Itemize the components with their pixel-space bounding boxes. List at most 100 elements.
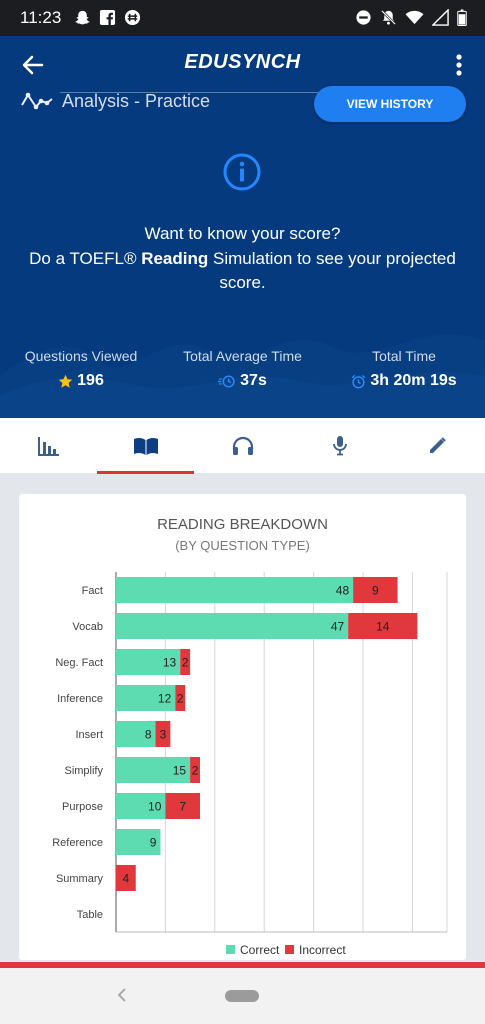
info-icon <box>223 153 261 191</box>
data-label-correct: 48 <box>336 584 350 598</box>
bar-incorrect <box>353 577 398 603</box>
tab-analytics[interactable] <box>0 418 97 473</box>
data-label-incorrect: 2 <box>192 764 199 778</box>
hero-header: EDUSYNCH Analysis - Practice VIEW HISTOR… <box>0 36 485 418</box>
app-title: EDUSYNCH <box>184 51 301 73</box>
tab-writing[interactable] <box>388 418 485 473</box>
category-label: Vocab <box>72 621 103 633</box>
category-label: Reference <box>52 837 103 849</box>
section-tabs <box>0 418 485 473</box>
back-arrow-icon[interactable] <box>20 52 46 78</box>
legend-swatch-correct <box>226 945 235 954</box>
bar-incorrect <box>116 865 136 891</box>
star-icon <box>58 374 73 388</box>
data-label-incorrect: 3 <box>160 728 167 742</box>
bar-incorrect <box>175 685 186 711</box>
data-label-incorrect: 9 <box>372 584 379 598</box>
category-label: Summary <box>56 873 104 885</box>
category-label: Neg. Fact <box>55 657 103 669</box>
bar-correct <box>116 685 176 711</box>
stat-label: Total Average Time <box>183 348 302 364</box>
tab-listening[interactable] <box>194 418 291 473</box>
legend-label-incorrect: Incorrect <box>299 943 346 957</box>
chart-title: READING BREAKDOWN <box>157 516 328 533</box>
stat-label: Questions Viewed <box>24 348 138 364</box>
alarm-clock-icon <box>352 374 366 388</box>
promo-line-2: Do a TOEFL® Reading Simulation to see yo… <box>29 248 456 293</box>
bar-correct <box>116 577 354 603</box>
book-icon <box>133 437 158 455</box>
chart-subtitle: (BY QUESTION TYPE) <box>175 538 310 553</box>
bottom-accent-strip <box>0 962 485 968</box>
bar-chart-icon <box>37 436 59 456</box>
bar-incorrect <box>155 721 171 747</box>
bar-incorrect <box>180 649 191 675</box>
page-title-row: Analysis - Practice <box>20 90 210 112</box>
bar-correct <box>116 721 156 747</box>
stat-questions-viewed: Questions Viewed 196 <box>10 348 152 390</box>
nav-back-icon[interactable] <box>116 985 128 1005</box>
battery-icon <box>457 9 467 26</box>
data-label-correct: 47 <box>331 620 345 634</box>
stat-total-time: Total Time 3h 20m 19s <box>340 348 468 390</box>
status-time: 11:23 <box>20 8 62 27</box>
facebook-icon <box>99 9 116 26</box>
more-menu-icon[interactable] <box>449 52 469 78</box>
stat-value: 3h 20m 19s <box>370 372 457 389</box>
category-label: Simplify <box>64 765 103 777</box>
stat-label: Total Time <box>372 348 436 364</box>
stat-value: 37s <box>240 372 267 389</box>
category-label: Fact <box>82 585 103 597</box>
category-label: Insert <box>75 729 103 741</box>
promo-line-1: Want to know your score? <box>144 224 341 243</box>
pencil-icon <box>429 436 446 453</box>
data-label-incorrect: 2 <box>182 656 189 670</box>
data-label-correct: 13 <box>163 656 177 670</box>
status-bar: 11:23 <box>0 0 485 36</box>
bar-correct <box>116 613 349 639</box>
trend-line-icon <box>21 92 53 110</box>
signal-icon <box>432 9 449 26</box>
reading-breakdown-card: READING BREAKDOWN (BY QUESTION TYPE) Fac… <box>19 494 466 960</box>
data-label-incorrect: 7 <box>179 800 186 814</box>
app-bar: EDUSYNCH <box>0 36 485 92</box>
nav-home-pill[interactable] <box>225 990 259 1002</box>
data-label-correct: 15 <box>173 764 187 778</box>
wifi-icon <box>405 10 424 25</box>
headphones-icon <box>232 436 253 455</box>
do-not-disturb-icon <box>356 10 371 25</box>
data-label-incorrect: 14 <box>376 620 390 634</box>
stat-value: 196 <box>77 372 104 389</box>
system-nav-bar <box>0 968 485 1024</box>
tab-reading[interactable] <box>97 418 194 473</box>
stat-average-time: Total Average Time 37s <box>170 348 315 390</box>
legend-swatch-incorrect <box>285 945 294 954</box>
bar-correct <box>116 757 191 783</box>
bar-incorrect <box>190 757 200 783</box>
data-label-correct: 8 <box>145 728 152 742</box>
category-label: Purpose <box>62 801 103 813</box>
category-label: Inference <box>57 693 103 705</box>
view-history-button[interactable]: VIEW HISTORY <box>314 86 466 122</box>
fast-clock-icon <box>218 374 235 388</box>
category-label: Table <box>77 909 103 921</box>
title-underline <box>60 92 322 93</box>
bar-correct <box>116 649 181 675</box>
tab-speaking[interactable] <box>291 418 388 473</box>
notifications-off-icon <box>381 10 396 25</box>
active-tab-indicator <box>97 471 194 474</box>
snapchat-icon <box>75 10 90 25</box>
score-promo-text: Want to know your score? Do a TOEFL® Rea… <box>20 222 465 296</box>
bar-correct <box>116 793 166 819</box>
data-label-correct: 9 <box>150 836 157 850</box>
data-label-correct: 12 <box>158 692 172 706</box>
bar-correct <box>116 829 161 855</box>
promo-emphasis: Reading <box>141 248 209 268</box>
page-title: Analysis - Practice <box>62 90 211 111</box>
data-label-incorrect: 4 <box>123 872 130 886</box>
app-icon <box>124 9 141 26</box>
bar-incorrect <box>348 613 418 639</box>
data-label-correct: 10 <box>148 800 162 814</box>
data-label-incorrect: 2 <box>177 692 184 706</box>
